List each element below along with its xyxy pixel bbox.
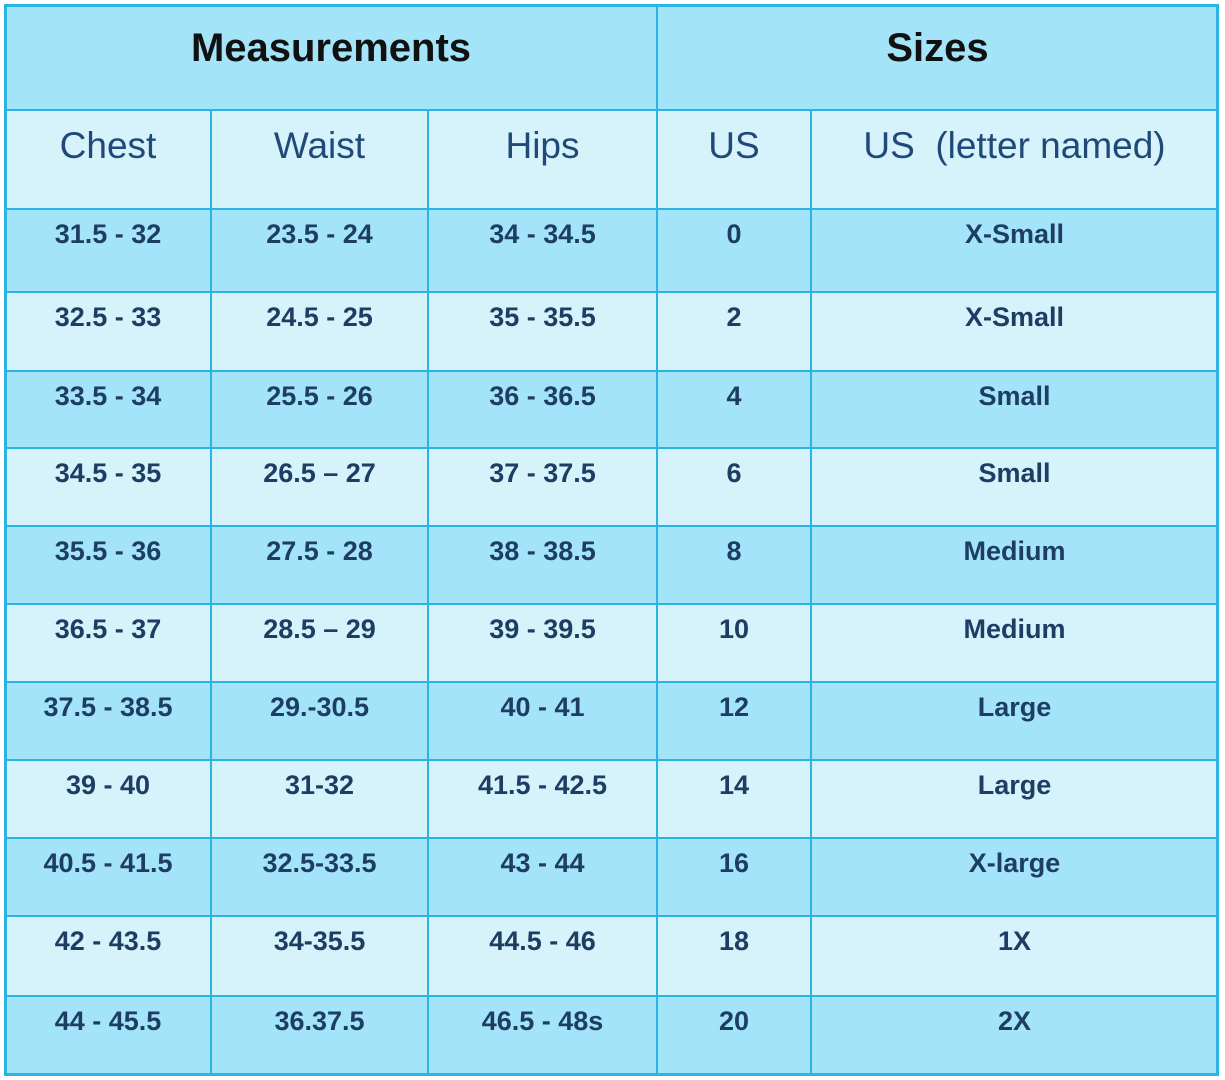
table-cell: 18 [657, 916, 811, 996]
table-cell: 2X [811, 996, 1218, 1075]
table-cell: 38 - 38.5 [428, 526, 657, 604]
table-cell: 42 - 43.5 [5, 916, 211, 996]
table-cell: 14 [657, 760, 811, 838]
table-cell: 37.5 - 38.5 [5, 682, 211, 760]
table-cell: 41.5 - 42.5 [428, 760, 657, 838]
table-cell: Small [811, 448, 1218, 526]
table-cell: 2 [657, 292, 811, 371]
table-cell: Large [811, 760, 1218, 838]
table-cell: 29.-30.5 [211, 682, 428, 760]
table-cell: 34.5 - 35 [5, 448, 211, 526]
column-header: Hips [428, 110, 657, 209]
table-cell: 35.5 - 36 [5, 526, 211, 604]
table-cell: 26.5 – 27 [211, 448, 428, 526]
group-header: Measurements [5, 5, 657, 110]
column-header: Chest [5, 110, 211, 209]
table-cell: 0 [657, 209, 811, 292]
table-cell: 23.5 - 24 [211, 209, 428, 292]
table-cell: 20 [657, 996, 811, 1075]
table-cell: X-Small [811, 292, 1218, 371]
table-cell: Small [811, 371, 1218, 448]
group-header: Sizes [657, 5, 1218, 110]
table-cell: 44 - 45.5 [5, 996, 211, 1075]
table-cell: 6 [657, 448, 811, 526]
table-cell: X-Small [811, 209, 1218, 292]
table-cell: 31-32 [211, 760, 428, 838]
table-cell: 27.5 - 28 [211, 526, 428, 604]
table-cell: 46.5 - 48s [428, 996, 657, 1075]
column-header: US [657, 110, 811, 209]
table-cell: 32.5 - 33 [5, 292, 211, 371]
table-cell: 33.5 - 34 [5, 371, 211, 448]
table-cell: 40 - 41 [428, 682, 657, 760]
table-cell: 37 - 37.5 [428, 448, 657, 526]
table-cell: 28.5 – 29 [211, 604, 428, 682]
table-cell: 40.5 - 41.5 [5, 838, 211, 916]
table-cell: 1X [811, 916, 1218, 996]
column-header: Waist [211, 110, 428, 209]
table-cell: Large [811, 682, 1218, 760]
table-cell: Medium [811, 604, 1218, 682]
table-cell: 32.5-33.5 [211, 838, 428, 916]
table-cell: 10 [657, 604, 811, 682]
table-cell: 36.5 - 37 [5, 604, 211, 682]
table-cell: 35 - 35.5 [428, 292, 657, 371]
table-cell: 31.5 - 32 [5, 209, 211, 292]
table-cell: 24.5 - 25 [211, 292, 428, 371]
table-cell: Medium [811, 526, 1218, 604]
table-cell: 39 - 40 [5, 760, 211, 838]
table-cell: 12 [657, 682, 811, 760]
table-cell: 25.5 - 26 [211, 371, 428, 448]
table-cell: 34-35.5 [211, 916, 428, 996]
column-header: US (letter named) [811, 110, 1218, 209]
table-cell: 36.37.5 [211, 996, 428, 1075]
table-cell: 43 - 44 [428, 838, 657, 916]
table-cell: 34 - 34.5 [428, 209, 657, 292]
table-cell: X-large [811, 838, 1218, 916]
table-cell: 39 - 39.5 [428, 604, 657, 682]
table-cell: 16 [657, 838, 811, 916]
table-cell: 44.5 - 46 [428, 916, 657, 996]
table-cell: 4 [657, 371, 811, 448]
table-cell: 8 [657, 526, 811, 604]
table-cell: 36 - 36.5 [428, 371, 657, 448]
